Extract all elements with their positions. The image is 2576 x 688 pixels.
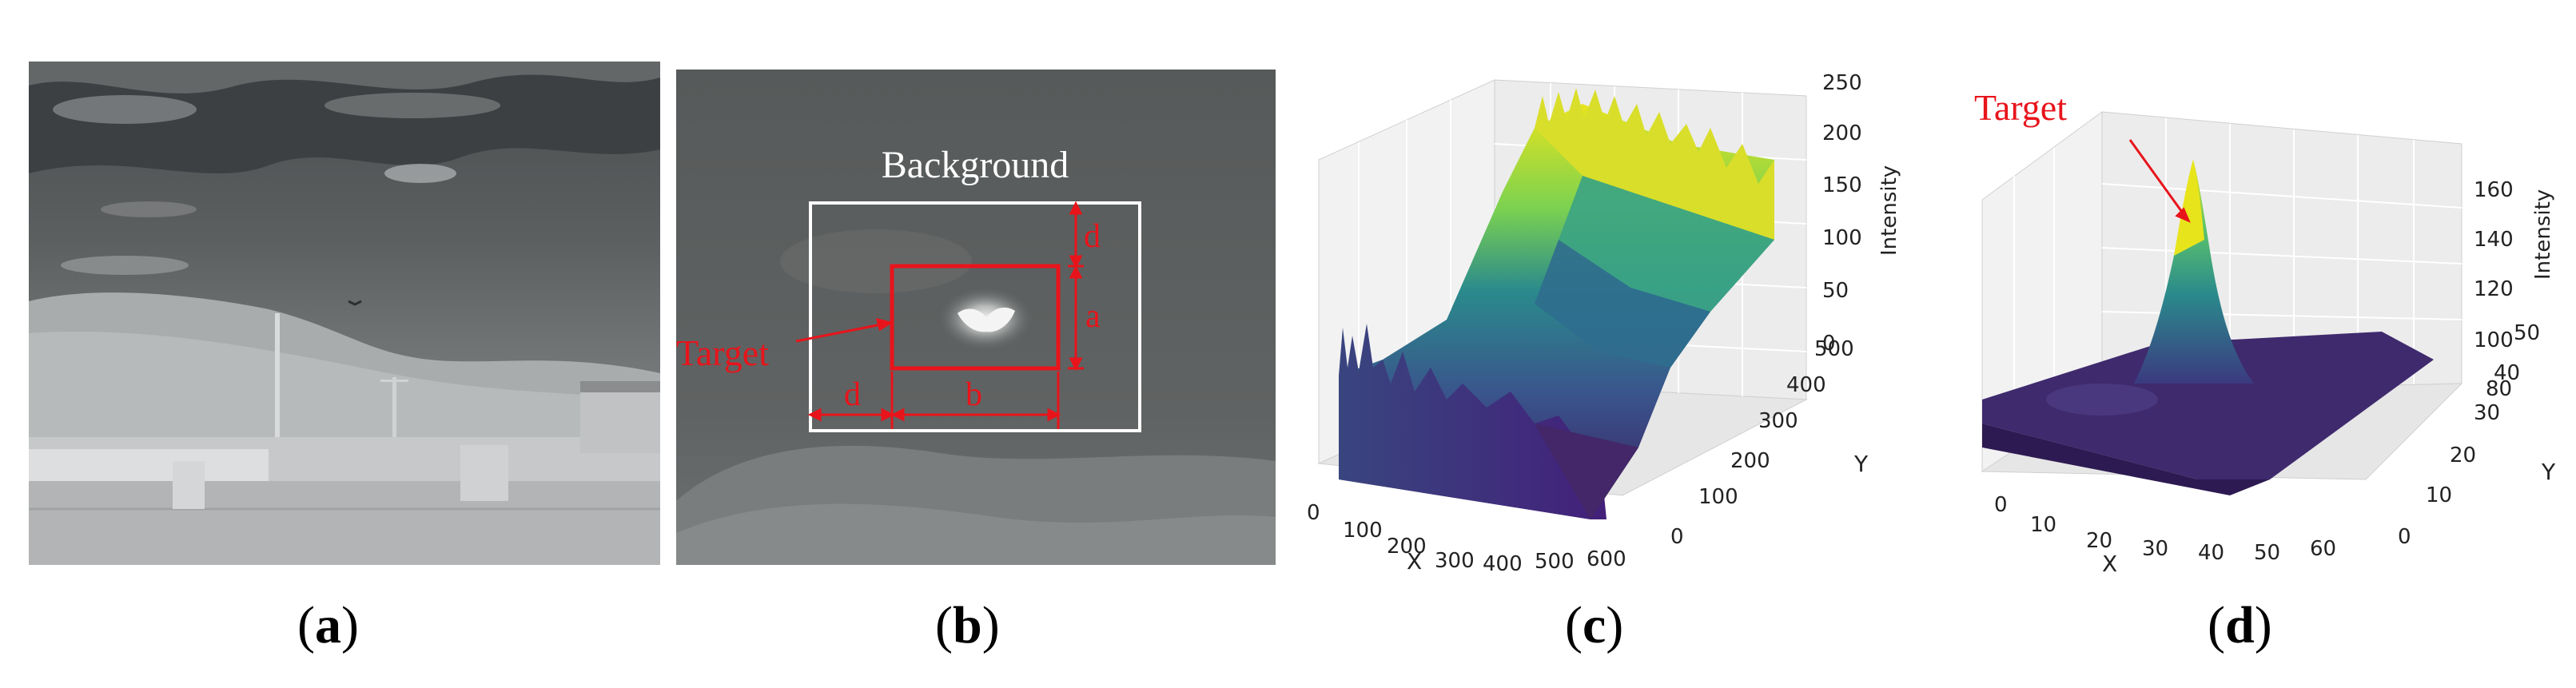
d-ytick-4: 40 xyxy=(2494,361,2520,385)
d-ztick-2: 120 xyxy=(2474,277,2514,301)
dim-d-left-arrow xyxy=(807,372,895,429)
d-xtick-4: 40 xyxy=(2198,541,2224,565)
dim-d-top-label: d xyxy=(1084,218,1101,255)
dim-d-top-arrow xyxy=(1068,201,1084,269)
d-ylabel: Y xyxy=(2541,459,2556,485)
d-ztick-1: 100 xyxy=(2474,328,2514,352)
d-xtick-2: 20 xyxy=(2086,529,2112,553)
c-xtick-1: 100 xyxy=(1343,519,1383,543)
d-ztick-4: 160 xyxy=(2474,178,2514,202)
d-xtick-3: 30 xyxy=(2142,537,2168,561)
caption-d-letter: d xyxy=(2224,596,2255,654)
c-xtick-2: 200 xyxy=(1387,535,1427,559)
surface-plot-c: 0 100 200 300 400 500 600 X 0 100 200 30… xyxy=(1307,71,1901,576)
c-ytick-5: 500 xyxy=(1814,337,1854,361)
dim-a-label: a xyxy=(1085,298,1101,335)
c-xtick-4: 400 xyxy=(1483,552,1523,575)
d-xtick-5: 50 xyxy=(2254,541,2280,565)
d-ytick-5: 50 xyxy=(2514,321,2540,345)
dim-d-left-label: d xyxy=(844,376,861,413)
c-ytick-2: 200 xyxy=(1730,449,1770,473)
caption-a-letter: a xyxy=(314,596,341,654)
d-xtick-6: 60 xyxy=(2310,537,2336,561)
c-ztick-0: 0 xyxy=(1822,332,1836,356)
d-ytick-1: 10 xyxy=(2426,483,2452,507)
d-ytick-2: 20 xyxy=(2450,443,2476,467)
caption-c: (c) xyxy=(1565,596,1624,654)
c-xtick-3: 300 xyxy=(1435,549,1475,573)
d-ytick-0: 0 xyxy=(2398,525,2411,549)
background-label: Background xyxy=(882,144,1069,186)
dim-b-arrow xyxy=(890,372,1061,429)
caption-d: (d) xyxy=(2208,596,2272,654)
c-xlabel: X xyxy=(1407,548,1422,575)
caption-a: (a) xyxy=(297,596,359,654)
c-ztick-3: 150 xyxy=(1822,173,1862,197)
c-ytick-1: 100 xyxy=(1698,485,1738,509)
caption-b: (b) xyxy=(935,596,1000,654)
background-box xyxy=(809,201,1141,432)
c-ztick-2: 100 xyxy=(1822,226,1862,250)
target-window-image: Background d a d xyxy=(676,70,1276,565)
d-ztick-0: 80 xyxy=(2486,377,2512,401)
c-ztick-1: 50 xyxy=(1822,279,1849,303)
dim-a-arrow xyxy=(1068,264,1084,372)
target-box xyxy=(890,264,1061,371)
c-ytick-3: 300 xyxy=(1758,409,1798,433)
panel-c-surface-plot: 0 100 200 300 400 500 600 X 0 100 200 30… xyxy=(1295,48,1926,576)
target-label: Target xyxy=(676,332,769,373)
c-ytick-4: 400 xyxy=(1786,373,1826,397)
c-xtick-0: 0 xyxy=(1307,501,1320,525)
c-ztick-4: 200 xyxy=(1822,121,1862,145)
d-zlabel: Intensity xyxy=(2531,189,2555,280)
d-target-arrow xyxy=(2128,139,2191,223)
d-target-label: Target xyxy=(1974,87,2067,128)
surface-plot-d: Target 0 10 20 30 40 50 60 X 0 10 20 30 … xyxy=(1974,87,2556,577)
caption-b-letter: b xyxy=(952,596,982,654)
d-ztick-3: 140 xyxy=(2474,228,2514,252)
c-zlabel: Intensity xyxy=(1877,165,1901,256)
panel-d-target-surface: Target 0 10 20 30 40 50 60 X 0 10 20 30 … xyxy=(1934,48,2574,577)
d-xtick-1: 10 xyxy=(2030,513,2056,537)
d-xlabel: X xyxy=(2102,551,2117,575)
c-xtick-6: 600 xyxy=(1587,547,1626,571)
panel-b-target-window: Background d a d xyxy=(676,70,1276,565)
d-xtick-0: 0 xyxy=(1994,493,2008,517)
c-ylabel: Y xyxy=(1853,451,1869,477)
target-arrow xyxy=(795,317,894,343)
c-xtick-5: 500 xyxy=(1535,550,1575,574)
dim-b-label: b xyxy=(966,376,982,413)
infrared-scene-image xyxy=(29,62,660,565)
c-ytick-0: 0 xyxy=(1670,525,1684,549)
panel-a-infrared-scene xyxy=(29,62,660,565)
d-ytick-3: 30 xyxy=(2474,401,2500,425)
caption-c-letter: c xyxy=(1582,596,1607,654)
c-ztick-5: 250 xyxy=(1822,71,1862,95)
